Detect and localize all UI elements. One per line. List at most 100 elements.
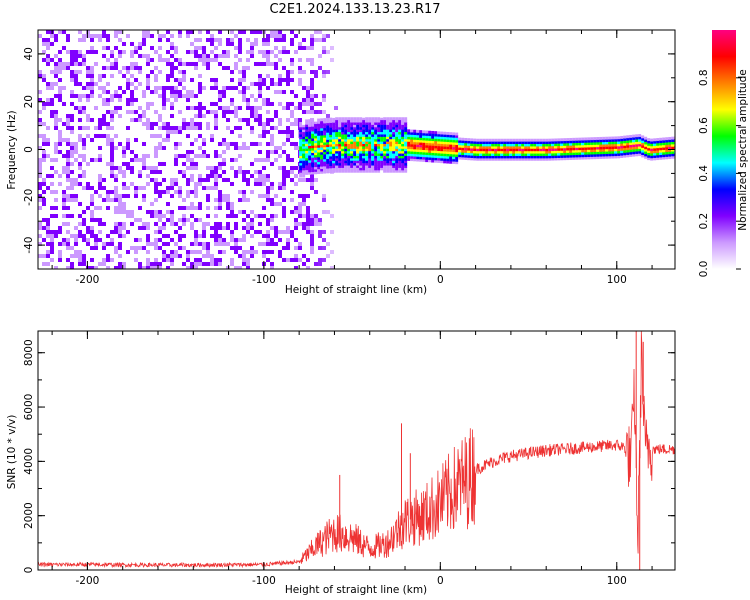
heatmap-cell xyxy=(134,254,138,258)
heatmap-cell xyxy=(122,30,126,34)
heatmap-cell xyxy=(305,128,309,132)
heatmap-cell xyxy=(94,94,98,98)
heatmap-cell xyxy=(437,152,441,156)
heatmap-cell xyxy=(569,137,573,141)
heatmap-cell xyxy=(226,202,230,206)
heatmap-cell xyxy=(174,126,178,130)
heatmap-cell xyxy=(560,143,564,146)
heatmap-cell xyxy=(150,210,154,214)
heatmap-cell xyxy=(650,148,654,152)
heatmap-cell xyxy=(557,143,561,147)
heatmap-cell xyxy=(118,242,122,246)
heatmap-cell xyxy=(332,131,336,135)
heatmap-cell xyxy=(118,170,122,174)
heatmap-cell xyxy=(554,143,558,147)
heatmap-cell xyxy=(314,140,318,144)
heatmap-cell xyxy=(58,198,62,202)
heatmap-cell xyxy=(488,150,492,154)
heatmap-cell xyxy=(254,170,258,174)
heatmap-cell xyxy=(392,126,396,130)
heatmap-cell xyxy=(416,139,420,143)
heatmap-cell xyxy=(114,166,118,170)
heatmap-cell xyxy=(258,254,262,258)
heatmap-cell xyxy=(650,155,654,159)
heatmap-cell xyxy=(512,141,516,145)
heatmap-cell xyxy=(42,58,46,62)
heatmap-cell xyxy=(425,147,429,151)
heatmap-cell xyxy=(210,226,214,230)
heatmap-cell xyxy=(629,139,633,143)
heatmap-cell xyxy=(98,222,102,226)
heatmap-cell xyxy=(154,246,158,250)
heatmap-cell xyxy=(230,246,234,250)
heatmap-cell xyxy=(138,126,142,130)
heatmap-cell xyxy=(286,170,290,174)
heatmap-cell xyxy=(58,110,62,114)
heatmap-cell xyxy=(266,86,270,90)
heatmap-cell xyxy=(74,202,78,206)
heatmap-cell xyxy=(86,50,90,54)
heatmap-cell xyxy=(70,106,74,110)
heatmap-cell xyxy=(238,70,242,74)
heatmap-cell xyxy=(380,133,384,137)
heatmap-cell xyxy=(118,86,122,90)
heatmap-cell xyxy=(178,258,182,262)
heatmap-cell xyxy=(154,154,158,158)
heatmap-cell xyxy=(311,142,315,146)
heatmap-cell xyxy=(110,234,114,238)
heatmap-cell xyxy=(407,153,411,157)
heatmap-cell xyxy=(122,66,126,70)
heatmap-cell xyxy=(186,50,190,54)
heatmap-cell xyxy=(234,146,238,150)
heatmap-cell xyxy=(86,86,90,90)
heatmap-cell xyxy=(581,151,585,155)
heatmap-cell xyxy=(548,155,552,159)
heatmap-cell xyxy=(162,162,166,166)
heatmap-cell xyxy=(314,159,318,163)
heatmap-cell xyxy=(254,142,258,146)
heatmap-cell xyxy=(146,138,150,142)
heatmap-cell xyxy=(626,142,630,146)
heatmap-cell xyxy=(410,158,414,162)
heatmap-cell xyxy=(338,119,342,123)
heatmap-cell xyxy=(66,262,70,266)
heatmap-cell xyxy=(299,126,303,130)
heatmap-cell xyxy=(299,143,303,147)
heatmap-cell xyxy=(302,138,306,142)
heatmap-cell xyxy=(106,174,110,178)
heatmap-cell xyxy=(218,166,222,170)
heatmap-cell xyxy=(506,138,510,142)
heatmap-cell xyxy=(341,169,345,173)
heatmap-cell xyxy=(356,153,360,156)
heatmap-cell xyxy=(166,230,170,234)
heatmap-cell xyxy=(590,137,594,141)
heatmap-cell xyxy=(214,138,218,142)
heatmap-cell xyxy=(218,118,222,122)
heatmap-cell xyxy=(142,214,146,218)
heatmap-cell xyxy=(310,90,314,94)
heatmap-cell xyxy=(413,151,417,155)
heatmap-cell xyxy=(210,110,214,114)
heatmap-cell xyxy=(166,78,170,82)
heatmap-cell xyxy=(134,194,138,198)
heatmap-cell xyxy=(142,198,146,202)
heatmap-cell xyxy=(389,157,393,161)
heatmap-cell xyxy=(262,66,266,70)
heatmap-cell xyxy=(270,138,274,142)
heatmap-cell xyxy=(146,126,150,130)
heatmap-cell xyxy=(404,124,408,128)
heatmap-cell xyxy=(266,234,270,238)
heatmap-cell xyxy=(178,190,182,194)
heatmap-cell xyxy=(118,106,122,110)
heatmap-cell xyxy=(545,138,549,142)
heatmap-cell xyxy=(54,58,58,62)
heatmap-cell xyxy=(306,38,310,42)
heatmap-cell xyxy=(584,142,588,146)
heatmap-cell xyxy=(258,54,262,58)
heatmap-cell xyxy=(150,262,154,266)
heatmap-cell xyxy=(310,70,314,74)
heatmap-cell xyxy=(371,133,375,137)
heatmap-cell xyxy=(407,134,411,137)
heatmap-cell xyxy=(560,155,564,158)
heatmap-cell xyxy=(146,134,150,138)
